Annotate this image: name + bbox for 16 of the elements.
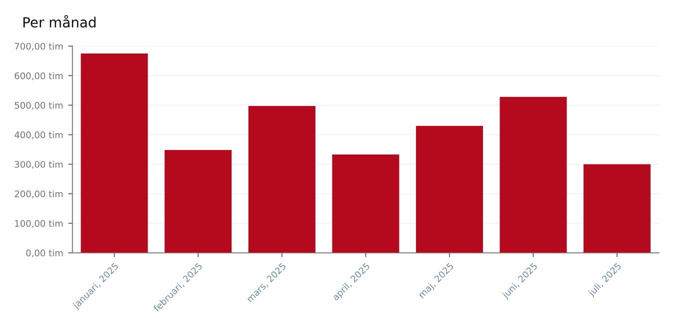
- bar: [80, 53, 148, 253]
- bar: [332, 154, 400, 253]
- y-tick-label: 0,00 tim: [26, 249, 63, 258]
- bar: [248, 106, 316, 253]
- y-tick-label: 200,00 tim: [14, 190, 63, 198]
- y-tick-label: 600,00 tim: [14, 72, 63, 80]
- y-tick-label: 400,00 tim: [14, 131, 63, 140]
- bar: [416, 126, 483, 253]
- bar: [500, 96, 567, 253]
- chart-title: Per månad: [23, 15, 96, 28]
- y-tick-label: 100,00 tim: [15, 220, 63, 228]
- y-tick-label: 700,00 tim: [14, 42, 63, 51]
- y-tick-label: 500,00 tim: [14, 102, 63, 110]
- bar: [584, 164, 651, 253]
- bar: [164, 150, 232, 253]
- y-tick-label: 300,00 tim: [14, 160, 63, 169]
